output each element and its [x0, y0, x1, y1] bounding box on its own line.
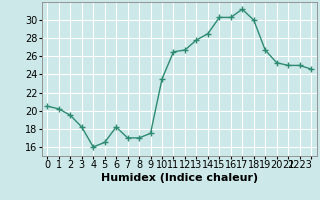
X-axis label: Humidex (Indice chaleur): Humidex (Indice chaleur) — [100, 173, 258, 183]
